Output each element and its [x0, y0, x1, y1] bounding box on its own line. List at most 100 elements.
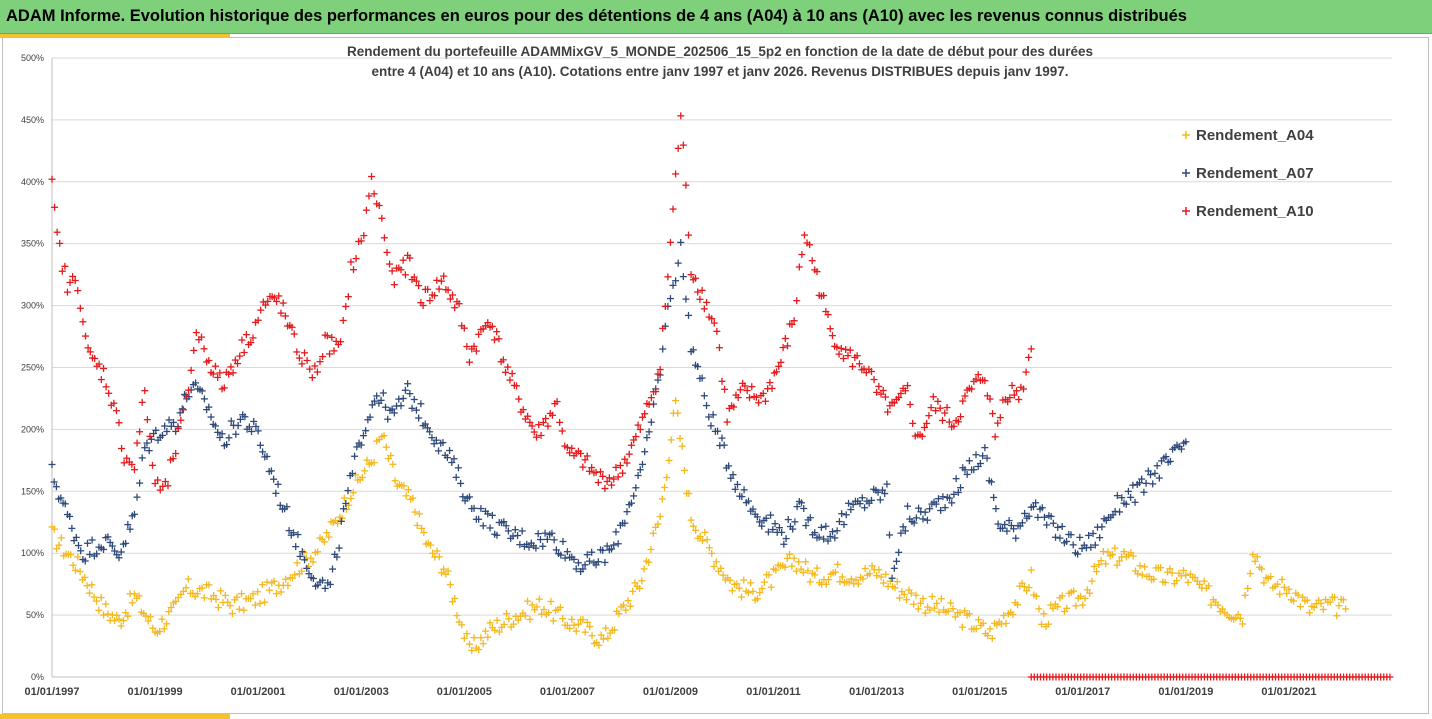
data-point [1091, 541, 1099, 549]
data-point [632, 433, 640, 441]
data-point [446, 447, 454, 455]
data-point [504, 363, 512, 371]
data-point [1056, 534, 1064, 542]
data-point [123, 454, 131, 462]
data-point [444, 567, 452, 575]
data-point [594, 558, 602, 566]
data-point [636, 466, 644, 474]
data-point [765, 571, 773, 579]
data-point [344, 487, 352, 495]
data-point [113, 611, 121, 619]
data-point [254, 588, 262, 596]
data-point [1067, 531, 1075, 539]
legend-item: Rendement_A07 [1182, 165, 1314, 182]
data-point [861, 565, 869, 573]
data-point [415, 510, 423, 518]
data-point [270, 475, 278, 483]
data-point [426, 297, 434, 305]
data-point [223, 440, 231, 448]
data-point [672, 170, 680, 178]
data-point [128, 461, 136, 469]
data-point [1079, 601, 1087, 609]
data-point [556, 418, 564, 426]
data-point [370, 397, 378, 405]
data-point [615, 610, 623, 618]
data-point [1140, 488, 1148, 496]
x-tick-label: 01/01/2003 [334, 686, 389, 698]
data-point [247, 339, 255, 347]
data-point [249, 590, 257, 598]
data-point [282, 575, 290, 583]
data-point [470, 504, 478, 512]
data-point [1162, 453, 1170, 461]
data-point [77, 547, 85, 555]
data-point [800, 231, 808, 239]
data-point [826, 532, 834, 540]
data-point [263, 452, 271, 460]
data-point [475, 515, 483, 523]
data-point [568, 615, 576, 623]
data-point [1058, 522, 1066, 530]
y-tick-label: 0% [31, 672, 44, 682]
data-point [342, 303, 350, 311]
data-point [1025, 353, 1033, 361]
data-point [53, 545, 61, 553]
data-point [994, 419, 1002, 427]
data-point [951, 613, 959, 621]
data-point [678, 442, 686, 450]
data-point [829, 528, 837, 536]
data-point [881, 393, 889, 401]
data-point [81, 557, 89, 565]
data-point [1027, 345, 1035, 353]
data-point [703, 298, 711, 306]
x-tick-label: 01/01/2017 [1055, 686, 1110, 698]
data-point [504, 527, 512, 535]
data-point [541, 529, 549, 537]
data-point [1010, 525, 1018, 533]
data-point [638, 460, 646, 468]
data-point [412, 277, 420, 285]
data-point [585, 467, 593, 475]
data-point [1020, 385, 1027, 393]
data-point [679, 141, 687, 149]
data-point [516, 541, 524, 549]
data-point [530, 428, 538, 436]
x-tick-label: 01/01/2011 [746, 686, 800, 698]
data-point [559, 615, 567, 623]
data-point [534, 530, 542, 538]
data-point [126, 525, 134, 533]
data-point [484, 633, 492, 641]
data-point [234, 360, 242, 368]
data-point [1097, 557, 1105, 565]
data-point [1131, 498, 1139, 506]
data-point [906, 401, 914, 409]
data-point [221, 591, 229, 599]
data-point [599, 635, 607, 643]
data-point [1319, 605, 1327, 613]
data-point [661, 302, 669, 310]
data-point [197, 333, 205, 341]
data-point [72, 533, 80, 541]
data-point [406, 254, 414, 262]
y-tick-label: 400% [21, 177, 44, 187]
data-point [939, 493, 947, 501]
data-point [465, 493, 473, 501]
data-point [1032, 499, 1040, 507]
data-point [104, 610, 112, 618]
data-point [361, 467, 369, 475]
data-point [532, 544, 540, 552]
data-point [666, 295, 674, 303]
data-point [755, 399, 763, 407]
data-point [1184, 578, 1192, 586]
data-point [745, 394, 753, 402]
data-point [185, 386, 193, 394]
data-point [708, 549, 716, 557]
data-point [1098, 523, 1106, 531]
data-point [133, 439, 141, 447]
data-point [1294, 591, 1302, 599]
data-point [451, 594, 459, 602]
data-point [420, 529, 428, 537]
data-point [813, 268, 821, 276]
data-point [884, 408, 892, 416]
data-point [56, 239, 64, 247]
